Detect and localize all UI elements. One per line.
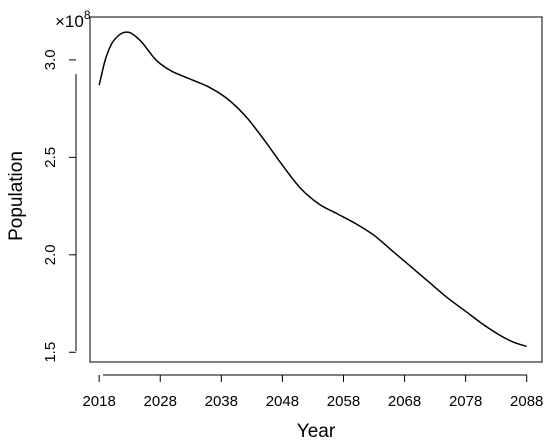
x-tick-label: 2078 [449,393,482,410]
y-axis: 1.5 2.0 2.5 3.0 [42,49,77,363]
y-tick-label: 2.5 [42,147,59,168]
y-axis-title: Population [6,151,27,241]
x-tick-label: 2048 [266,393,299,410]
series-layer [98,31,527,348]
y-ticks: 1.5 2.0 2.5 3.0 [42,49,76,363]
y-tick-label: 2.0 [42,244,59,265]
x-axis: 2018 2028 2038 2048 2058 2068 2078 2088 [82,374,543,410]
x-tick-label: 2058 [327,393,360,410]
x-tick-label: 2028 [144,393,177,410]
y-tick-label: 3.0 [42,49,59,70]
x-tick-label: 2068 [388,393,421,410]
y-multiplier: ×108 [55,8,91,31]
x-ticks: 2018 2028 2038 2048 2058 2068 2078 2088 [82,375,543,410]
y-tick-label: 1.5 [42,342,59,363]
x-axis-title: Year [297,421,336,442]
population-series-line [98,31,527,348]
plot-frame [89,16,543,363]
y-multiplier-exponent: 8 [84,8,91,22]
x-tick-label: 2038 [205,393,238,410]
y-multiplier-base: ×10 [55,12,84,31]
x-tick-label: 2088 [510,393,543,410]
x-tick-label: 2018 [82,393,115,410]
